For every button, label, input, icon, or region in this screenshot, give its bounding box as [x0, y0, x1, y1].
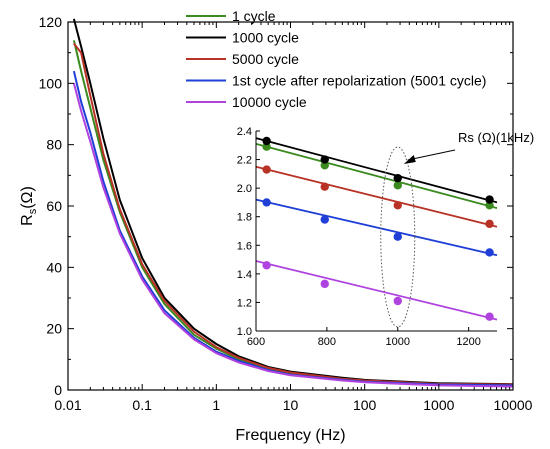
legend-label-3: 5000 cycle: [232, 51, 299, 67]
inset-y-tick-label: 1.6: [237, 240, 252, 252]
y-tick-label: 60: [46, 198, 62, 214]
inset-point-5-1: [262, 261, 271, 270]
inset-point-5-4: [485, 312, 494, 321]
inset-point-4-1: [262, 198, 271, 207]
main-axes: 0 20 40 60 80 100 120 0.01 0.1 1 10 100 1000 10000 Fre…: [19, 14, 533, 444]
series-line-5: [72, 83, 514, 388]
inset-series-line-2: [255, 137, 498, 204]
y-axis-title: Rs(Ω): [19, 186, 39, 226]
legend-label-5: 10000 cycle: [232, 94, 307, 110]
x-tick-label: 10: [283, 397, 299, 413]
annotation-arrow-line: [407, 149, 456, 161]
y-tick-label: 80: [46, 137, 62, 153]
inset-point-4-2: [320, 215, 329, 224]
inset-point-3-3: [393, 201, 402, 210]
x-axis-title: Frequency (Hz): [235, 427, 345, 444]
inset-y-tick-label: 1.8: [237, 212, 252, 224]
inset-y-tick-label: 1.0: [237, 326, 252, 338]
inset-y-tick-label: 2.0: [237, 183, 252, 195]
y-tick-label: 40: [46, 259, 62, 275]
series-line-3: [73, 42, 514, 386]
inset-x-tick-label: 1200: [456, 336, 480, 348]
inset-point-2-1: [262, 136, 271, 146]
inset-x-tick-label: 1000: [386, 336, 410, 348]
x-tick-label: 100: [353, 397, 377, 413]
inset-y-tick-label: 2.4: [237, 126, 252, 138]
inset-y-tick-label: 2.2: [237, 155, 252, 167]
y-tick-label: 0: [54, 382, 62, 398]
y-axis-title-symbol: R: [19, 214, 36, 226]
inset-x-tick-label: 800: [318, 336, 336, 348]
inset-point-5-3: [393, 296, 402, 306]
inset-point-3-1: [262, 165, 271, 174]
y-tick-label: 20: [46, 321, 62, 337]
main-plot-area: [72, 18, 514, 388]
inset-y-tick-label: 1.2: [237, 297, 252, 309]
x-tick-label: 1: [212, 397, 220, 413]
inset-point-5-2: [320, 279, 329, 289]
annotation-text: Rs (Ω)(1kHz): [458, 130, 534, 145]
y-axis-title-subscript: s: [27, 208, 39, 214]
legend-label-2: 1000 cycle: [232, 30, 299, 46]
annotation-arrowhead: [403, 155, 416, 164]
inset-x-tick-label: 600: [247, 336, 265, 348]
x-tick-label: 10000: [494, 397, 533, 413]
inset-point-4-3: [393, 232, 402, 241]
x-tick-label: 0.1: [132, 397, 152, 413]
inset-point-3-4: [485, 219, 494, 229]
inset-y-tick-label: 1.4: [237, 269, 252, 281]
inset-point-3-2: [320, 182, 329, 191]
inset-point-2-4: [485, 195, 494, 204]
y-tick-label: 120: [39, 14, 63, 30]
legend-label-4: 1st cycle after repolarization (5001 cyc…: [232, 73, 486, 89]
y-tick-label: 100: [39, 75, 63, 91]
inset-point-2-3: [393, 173, 402, 183]
inset-point-4-4: [485, 248, 494, 257]
legend: 1 cycle 1000 cycle 5000 cycle 1st cycle aft…: [186, 8, 486, 110]
legend-label-1: 1 cycle: [232, 8, 276, 24]
y-axis-title-unit: (Ω): [19, 186, 36, 209]
inset-series-line-1: [255, 142, 498, 210]
x-tick-label: 0.01: [54, 397, 81, 413]
inset-series-line-3: [255, 165, 498, 228]
inset-plot: 1.0 1.2 1.4 1.6 1.8 2.0 2.2 2.4 600 800 1000 1200 Rs…: [237, 126, 534, 348]
inset-point-2-2: [320, 155, 329, 164]
inset-series-line-4: [255, 198, 498, 257]
x-tick-label: 1000: [423, 397, 454, 413]
highlight-ellipse: [380, 146, 416, 328]
inset-point-1-3: [393, 181, 402, 190]
inset-background: [256, 131, 497, 331]
inset-series-line-5: [255, 260, 498, 321]
